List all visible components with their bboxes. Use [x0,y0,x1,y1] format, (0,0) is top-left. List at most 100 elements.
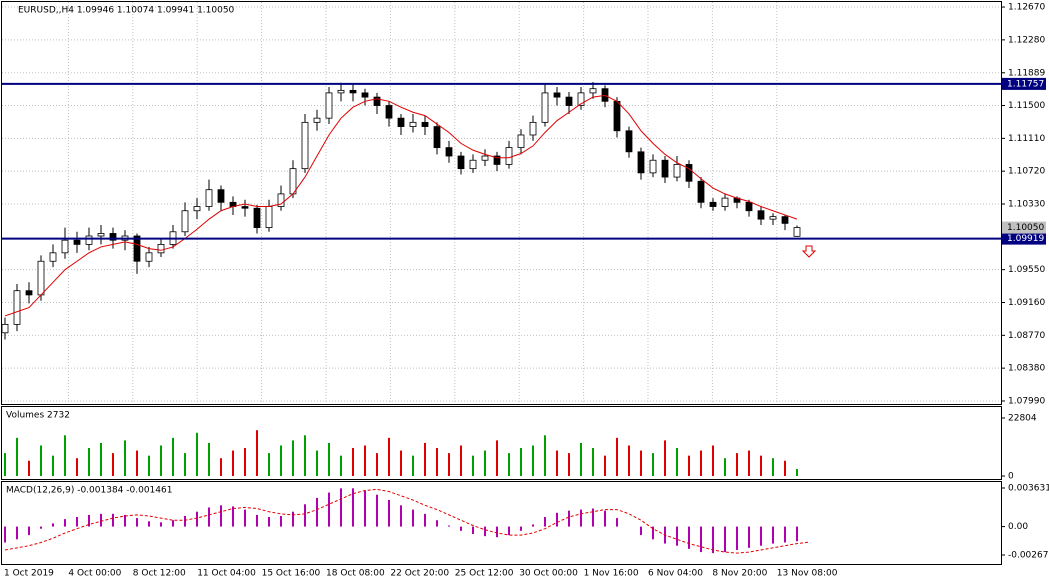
candle-body [313,117,321,123]
x-tick-label: 1 Oct 2019 [4,569,54,579]
macd-panel [1,481,1002,565]
x-tick-label: 18 Oct 08:00 [326,569,385,579]
candle-body [565,96,573,106]
chart-title: EURUSD,,H4 1.09946 1.10074 1.09941 1.100… [18,6,235,16]
candle-body [517,134,525,149]
candle-body [361,92,369,98]
x-tick-label: 8 Nov 20:00 [712,569,767,579]
candle-body [445,147,453,157]
candle-body [253,207,261,228]
candle-body [61,239,69,254]
y-tick-label: 1.07990 [1008,396,1045,406]
candle-body [217,189,225,203]
x-tick-label: 1 Nov 16:00 [584,569,639,579]
candle-body [649,159,657,174]
candle-body [49,252,57,262]
candle-body [721,197,729,207]
y-tick-label: 1.09550 [1008,265,1045,275]
candle-body [1,323,9,334]
x-tick-label: 22 Oct 20:00 [390,569,449,579]
candle-body [301,121,309,170]
x-tick-label: 4 Oct 00:00 [68,569,121,579]
candle-body [265,206,273,228]
candle-body [385,105,393,119]
candle-body [193,206,201,212]
candle-body [457,155,465,170]
macd-title: MACD(12,26,9) -0.001384 -0.001461 [6,486,172,496]
candle-body [409,121,417,127]
main-panel [1,1,1002,405]
y-tick-label: -0.002675 [1008,550,1049,560]
x-tick-label: 13 Nov 08:00 [777,569,838,579]
candle-body [397,117,405,127]
x-tick-label: 11 Oct 04:00 [197,569,256,579]
x-tick-label: 8 Oct 12:00 [133,569,186,579]
last-price-box [1002,221,1046,234]
last-price-label: 1.10050 [1007,223,1044,233]
candle-body [709,201,717,207]
candle-body [529,121,537,136]
candle-body [37,260,45,296]
y-tick-label: 0 [1008,472,1014,482]
candle-body [421,121,429,127]
y-tick-label: 1.11889 [1008,68,1045,78]
volume-panel [1,406,1002,480]
candle-body [757,210,765,220]
candle-body [433,126,441,149]
signal-line [4,488,810,554]
candle-body [73,239,81,245]
candle-body [541,92,549,123]
candle-body [97,233,105,237]
candle-body [277,193,285,207]
x-tick-label: 6 Nov 04:00 [648,569,703,579]
volume-title: Volumes 2732 [6,411,70,421]
y-tick-label: 1.10720 [1008,167,1045,177]
candle-body [85,235,93,245]
candle-body [553,92,561,98]
candle-body [133,235,141,262]
moving-average [4,94,798,317]
candle-body [241,206,249,209]
level-label: 1.09919 [1007,234,1044,244]
y-tick-label: 1.10330 [1008,200,1045,210]
candle-body [325,92,333,119]
candle-body [793,227,801,237]
y-tick-label: 0.003631 [1008,484,1049,494]
candle-body [157,244,165,254]
candle-body [205,189,213,207]
y-tick-label: 1.12280 [1008,35,1045,45]
candle-body [493,155,501,165]
y-tick-label: 1.11110 [1008,134,1045,144]
y-tick-label: 1.08770 [1008,331,1045,341]
level-label-box [1002,77,1046,90]
y-tick-label: 1.12670 [1008,3,1045,13]
y-tick-label: 1.08380 [1008,364,1045,374]
y-tick-label: 1.09160 [1008,298,1045,308]
level-label-box [1002,232,1046,245]
candle-body [25,290,33,296]
level-label: 1.11757 [1007,79,1044,89]
sell-arrow [801,245,817,258]
y-tick-label: 1.11500 [1008,101,1045,111]
y-tick-label: 0.00 [1008,522,1028,532]
y-tick-label: 22804 [1008,414,1037,424]
candle-body [13,290,21,325]
candle-body [781,216,789,224]
candle-body [637,151,645,174]
candle-body [625,130,633,153]
candle-body [685,164,693,182]
candle-body [109,233,117,241]
candle-body [349,89,357,94]
x-tick-label: 15 Oct 16:00 [262,569,321,579]
candle-body [481,155,489,161]
candle-body [577,92,585,106]
candle-body [697,180,705,203]
x-tick-label: 25 Oct 12:00 [455,569,514,579]
candle-body [337,89,345,94]
candle-body [469,159,477,170]
candle-body [145,252,153,262]
candle-body [673,164,681,178]
candle-body [181,210,189,233]
